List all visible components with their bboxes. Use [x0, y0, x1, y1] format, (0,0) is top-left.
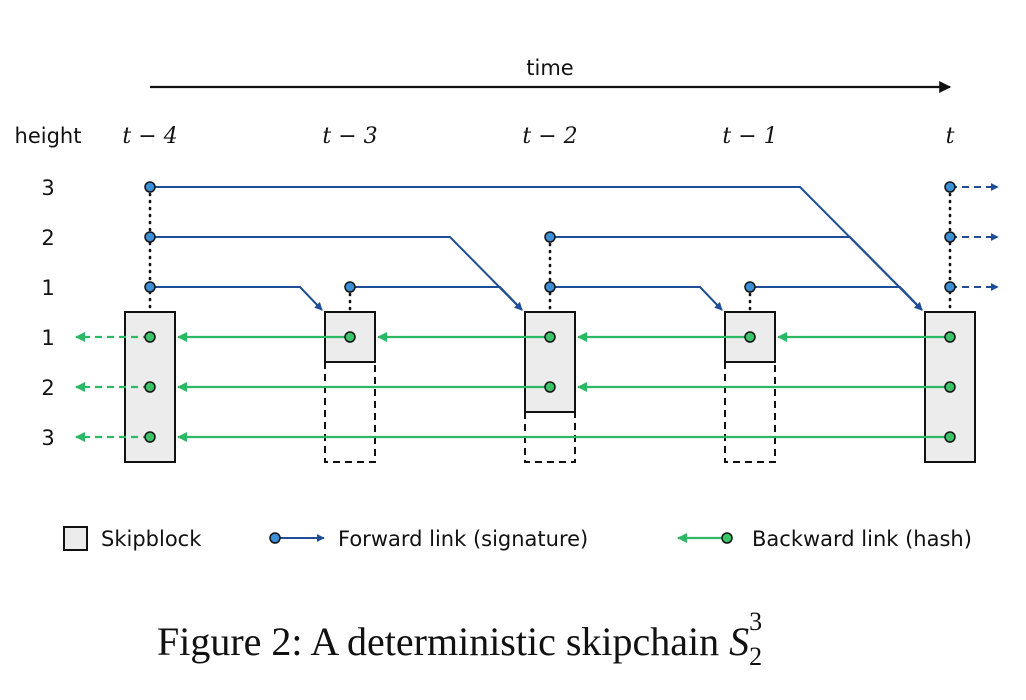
forward-node: [544, 281, 556, 293]
caption-symbol: S: [729, 619, 749, 664]
forward-node: [744, 281, 756, 293]
forward-link-h2-t-minus-2-to-t: [550, 236, 923, 311]
backward-node: [944, 331, 956, 343]
forward-node: [944, 181, 956, 193]
forward-node: [344, 281, 356, 293]
backward-node: [544, 331, 556, 343]
forward-link-h1-t-minus-3-to-t-minus-2: [350, 286, 523, 311]
time-label-t-minus-2: t − 2: [522, 124, 577, 149]
skipblock-t-minus-2: [524, 311, 576, 413]
time-label-t-minus-4: t − 4: [122, 124, 177, 149]
forward-node: [144, 231, 156, 243]
legend: Skipblock Forward link (signature) Backw…: [63, 526, 972, 551]
backward-node: [144, 331, 156, 343]
legend-forward-node: [269, 532, 281, 544]
svg-text:Figure 2: A deterministic skip: Figure 2: A deterministic skipchain S2: [157, 619, 762, 671]
backward-height-label-1: 1: [41, 326, 54, 350]
legend-skipblock-label: Skipblock: [101, 527, 202, 551]
backward-height-label-3: 3: [41, 426, 54, 450]
forward-link-h1-t-minus-1-to-t: [750, 286, 923, 311]
forward-height-label-3: 3: [41, 176, 54, 200]
caption-text: Figure 2: A deterministic skipchain: [157, 619, 729, 664]
legend-backward-node: [721, 532, 733, 544]
backward-node: [344, 331, 356, 343]
forward-node: [144, 181, 156, 193]
forward-node: [144, 281, 156, 293]
forward-link-h1-t-minus-4-to-t-minus-3: [150, 286, 323, 311]
backward-node: [544, 381, 556, 393]
forward-node: [944, 231, 956, 243]
caption-superscript: 3: [749, 607, 762, 636]
forward-node: [944, 281, 956, 293]
forward-height-label-2: 2: [41, 226, 54, 250]
backward-node: [944, 431, 956, 443]
block-t-minus-3-empty-slots: [324, 362, 376, 463]
backward-node: [944, 381, 956, 393]
time-label-t-minus-3: t − 3: [322, 124, 377, 149]
height-axis-label: height: [15, 124, 82, 148]
forward-link-h3-t-minus-4-to-t: [150, 186, 923, 311]
time-axis-label: time: [526, 56, 573, 80]
time-label-t-minus-1: t − 1: [722, 124, 777, 149]
forward-link-h1-t-minus-2-to-t-minus-1: [550, 286, 723, 311]
legend-skipblock-swatch: [63, 526, 88, 551]
backward-node: [144, 381, 156, 393]
forward-link-h2-t-minus-4-to-t-minus-2: [150, 236, 523, 311]
backward-node: [144, 431, 156, 443]
forward-height-label-1: 1: [41, 276, 54, 300]
time-label-t: t: [946, 124, 955, 149]
figure-caption: Figure 2: A deterministic skipchain S2 3: [157, 607, 762, 671]
forward-node: [544, 231, 556, 243]
legend-forward-label: Forward link (signature): [338, 527, 588, 551]
caption-subscript: 2: [749, 642, 762, 671]
backward-height-label-2: 2: [41, 376, 54, 400]
backward-node: [744, 331, 756, 343]
legend-backward-label: Backward link (hash): [752, 527, 972, 551]
block-t-minus-1-empty-slots: [724, 362, 776, 463]
